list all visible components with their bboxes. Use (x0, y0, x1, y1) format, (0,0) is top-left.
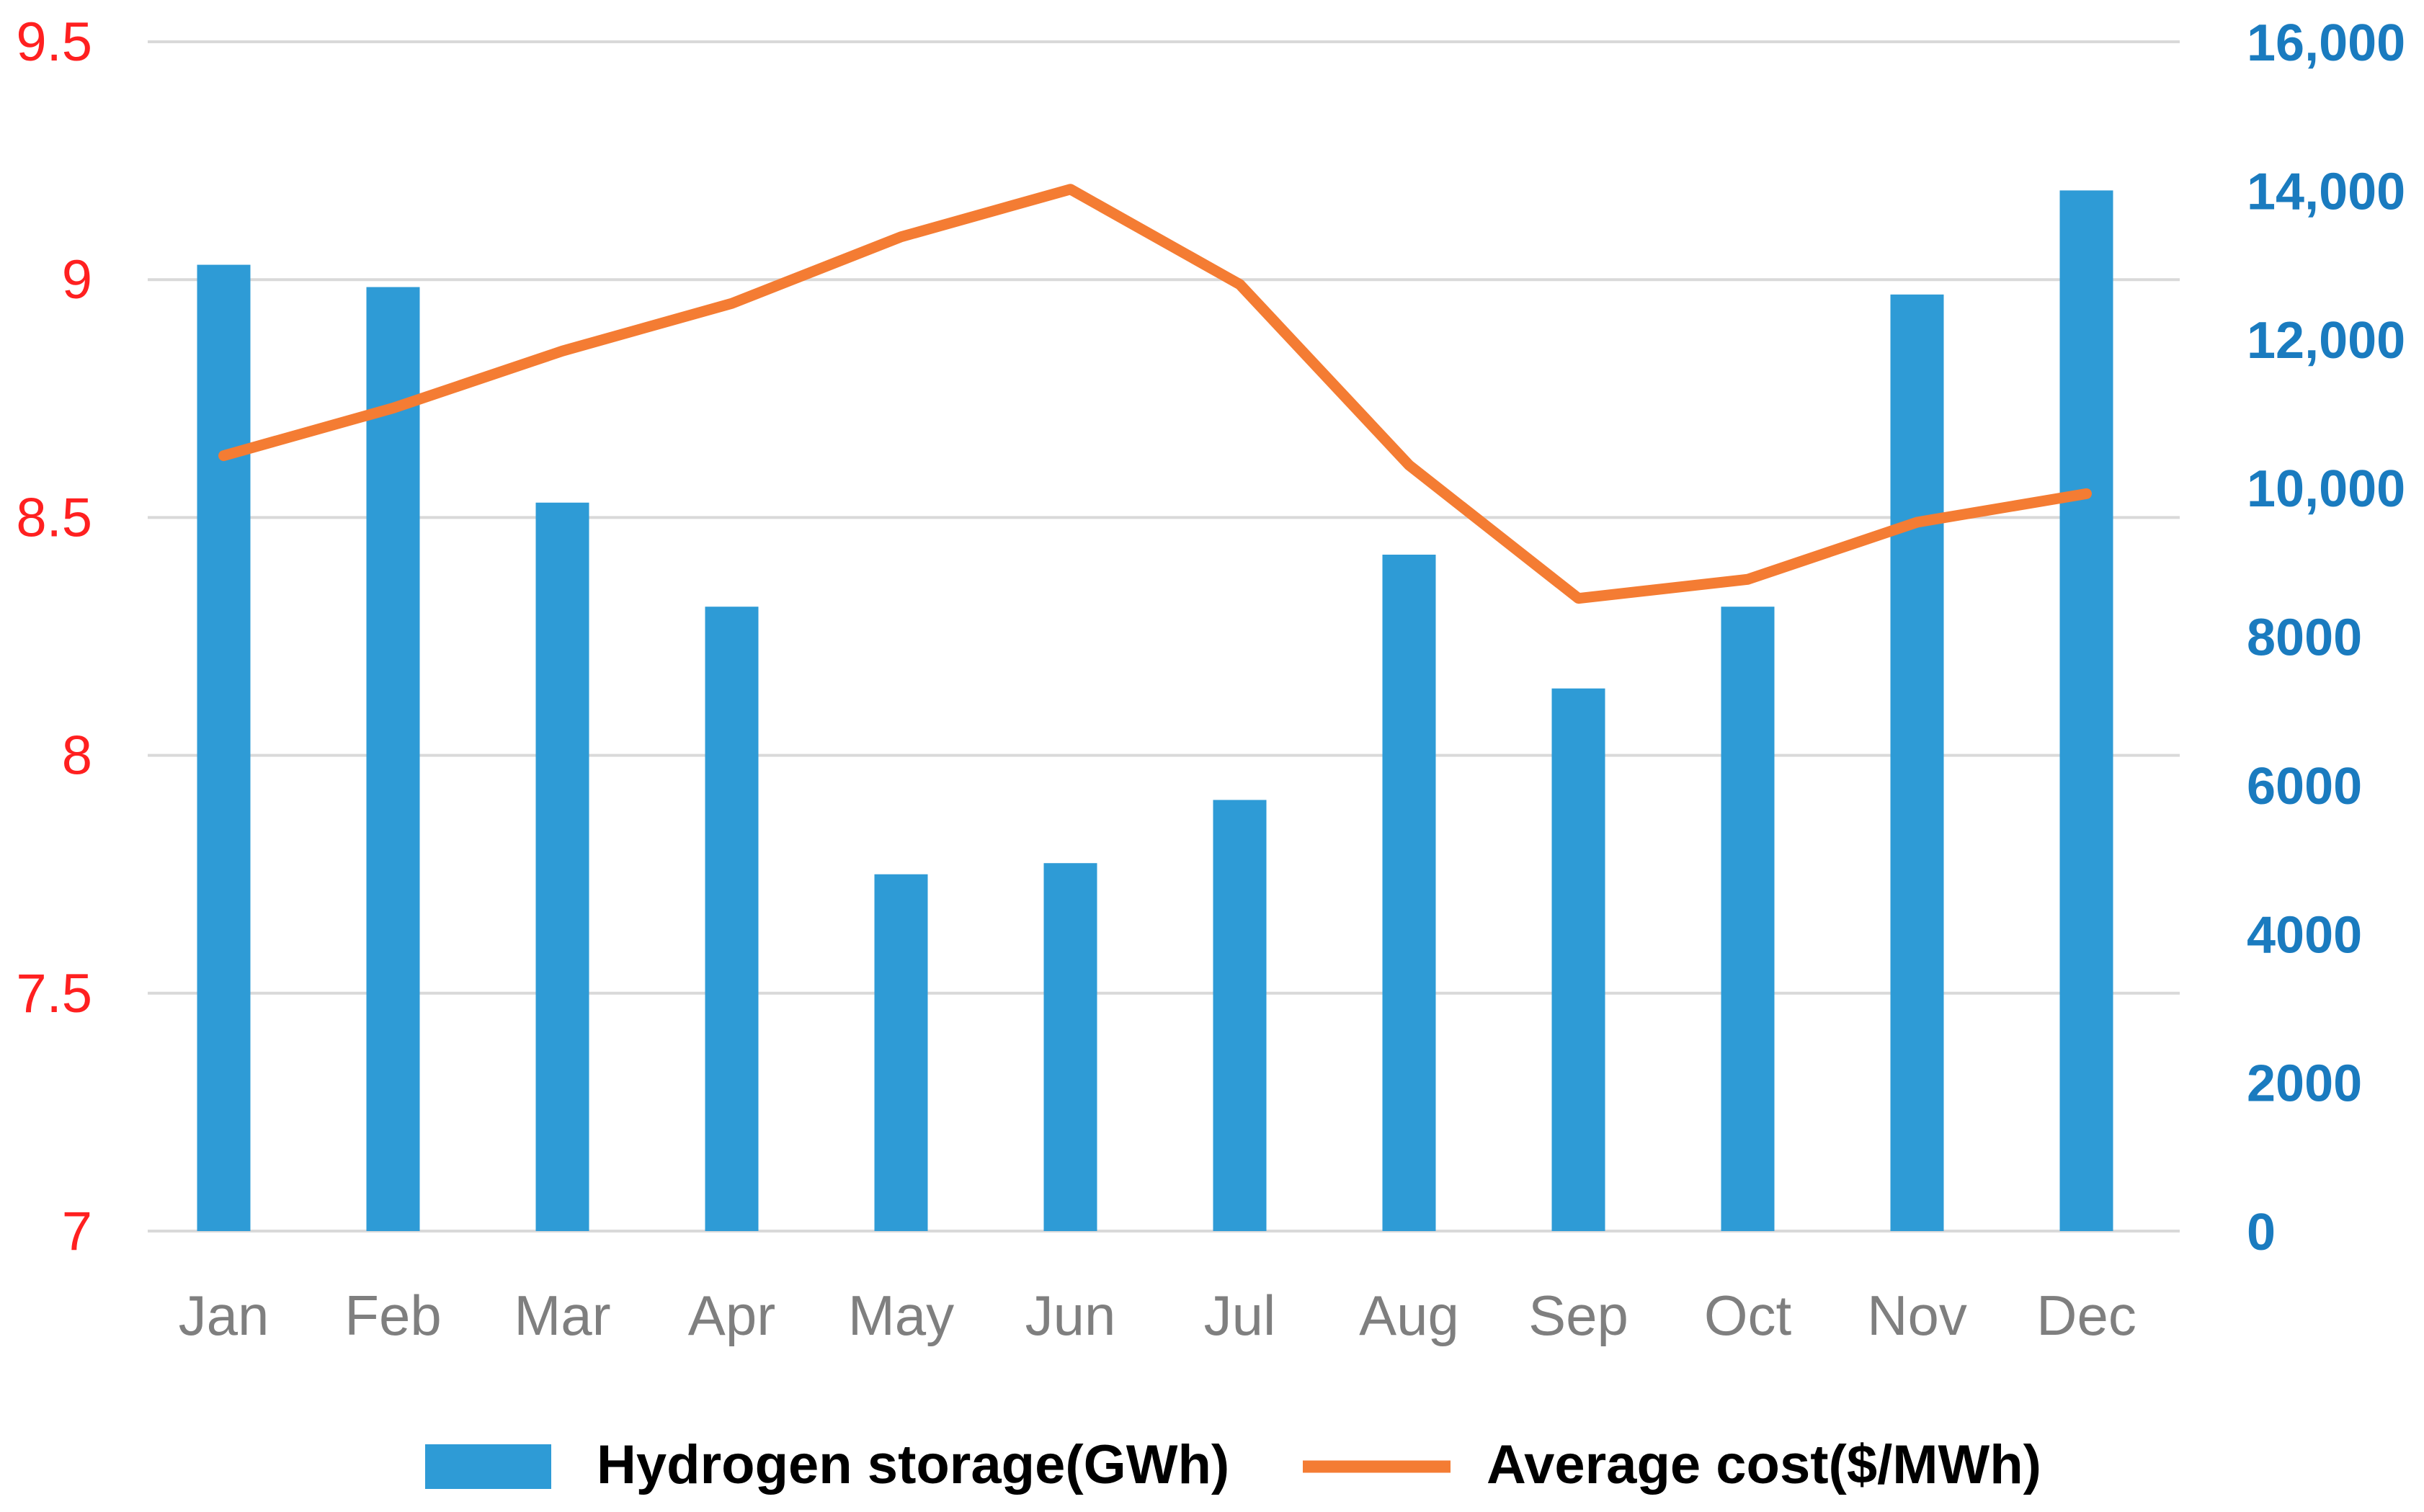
x-tick-label: Sep (1528, 1284, 1628, 1347)
x-tick-label: Nov (1867, 1284, 1967, 1347)
bar-mar (535, 502, 589, 1231)
x-tick-label: Jul (1204, 1284, 1276, 1347)
average-cost-point (1069, 188, 1071, 190)
right-tick-label: 14,000 (2247, 163, 2405, 220)
average-cost-point (2085, 493, 2087, 495)
bar-jan (197, 264, 251, 1231)
average-cost-point (1239, 283, 1241, 285)
right-tick-label: 8000 (2247, 609, 2362, 667)
average-cost-point (1747, 578, 1749, 581)
bar-nov (1890, 294, 1944, 1231)
right-tick-label: 0 (2247, 1204, 2276, 1261)
right-tick-label: 4000 (2247, 906, 2362, 964)
x-tick-label: Jun (1025, 1284, 1116, 1347)
average-cost-point (1408, 464, 1410, 466)
right-tick-label: 12,000 (2247, 312, 2405, 370)
average-cost-point (900, 236, 902, 238)
average-cost-point (392, 407, 394, 409)
left-tick-label: 7.5 (16, 963, 92, 1024)
average-cost-line (218, 184, 2092, 604)
x-tick-label: Oct (1704, 1284, 1792, 1347)
right-axis: 0 2000 4000 6000 8000 10,000 12,000 14,000 16,00… (2247, 14, 2405, 1261)
legend-swatch-hydrogen-storage (425, 1444, 551, 1489)
right-tick-label: 2000 (2247, 1055, 2362, 1113)
legend-label-average-cost: Average cost($/MWh) (1487, 1434, 2041, 1495)
average-cost-point (223, 455, 225, 457)
bar-sep (1551, 688, 1605, 1231)
x-tick-label: Dec (2036, 1284, 2136, 1347)
legend: Hydrogen storage(GWh) Average cost($/MWh… (425, 1434, 2041, 1495)
bar-jun (1043, 863, 1097, 1231)
bar-aug (1382, 554, 1436, 1231)
right-tick-label: 6000 (2247, 758, 2362, 815)
left-tick-label: 7 (62, 1201, 92, 1262)
x-tick-label: May (848, 1284, 954, 1347)
hydrogen-storage-bars (197, 190, 2113, 1231)
right-tick-label: 10,000 (2247, 460, 2405, 518)
left-axis: 7 7.5 8 8.5 9 9.5 (16, 12, 92, 1262)
left-tick-label: 8 (62, 725, 92, 787)
bar-may (874, 874, 928, 1231)
average-cost-line-layer (218, 184, 2092, 604)
gridlines (148, 40, 2180, 1233)
x-tick-label: Mar (514, 1284, 610, 1347)
bar-jul (1213, 800, 1267, 1231)
bar-apr (705, 607, 759, 1231)
x-tick-label: Aug (1359, 1284, 1459, 1347)
left-tick-label: 9.5 (16, 12, 92, 73)
average-cost-point (1577, 597, 1579, 599)
bar-feb (366, 287, 420, 1231)
left-tick-label: 8.5 (16, 487, 92, 548)
bar-oct (1721, 607, 1775, 1231)
legend-label-hydrogen-storage: Hydrogen storage(GWh) (597, 1434, 1229, 1495)
right-tick-label: 16,000 (2247, 14, 2405, 72)
average-cost-point (1916, 522, 1918, 524)
average-cost-point (561, 350, 563, 352)
x-axis: Jan Feb Mar Apr May Jun Jul Aug Sep Oct Nov Dec (179, 1284, 2136, 1347)
x-tick-label: Apr (688, 1284, 775, 1347)
left-tick-label: 9 (62, 249, 92, 310)
bar-dec (2059, 190, 2113, 1231)
x-tick-label: Jan (179, 1284, 269, 1347)
x-tick-label: Feb (344, 1284, 441, 1347)
average-cost-point (731, 303, 733, 305)
